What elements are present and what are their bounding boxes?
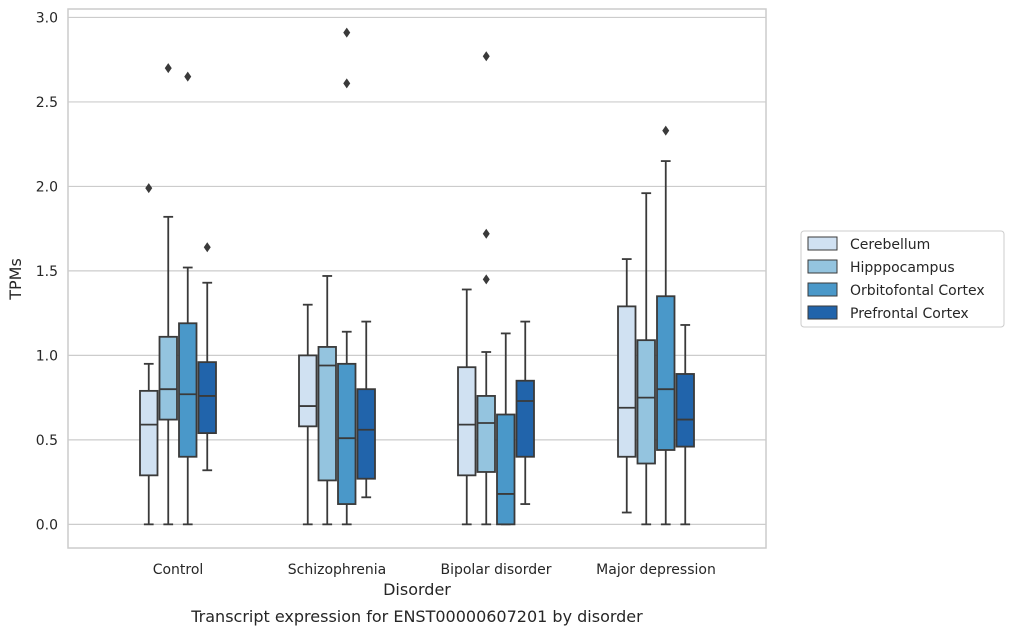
box-prefrontal-cortex-schizophrenia <box>356 320 376 499</box>
box-body <box>178 322 198 458</box>
box-body <box>317 346 337 482</box>
box-cerebellum-bipolar-disorder <box>457 288 477 526</box>
box-body <box>656 295 676 451</box>
outlier-point <box>482 274 490 285</box>
y-tick-label: 1.5 <box>36 264 58 280</box>
box-hipppocampus-control <box>158 63 178 526</box>
y-tick-label: 3.0 <box>36 10 58 26</box>
box-prefrontal-cortex-control <box>197 242 217 472</box>
x-tick-label: Bipolar disorder <box>440 562 551 578</box>
box-body <box>197 361 217 435</box>
x-tick-label: Schizophrenia <box>288 562 386 578</box>
box-body <box>298 354 318 428</box>
box-hipppocampus-bipolar-disorder <box>476 51 496 526</box>
box-prefrontal-cortex-major-depression <box>675 324 695 526</box>
box-prefrontal-cortex-bipolar-disorder <box>515 320 535 505</box>
box-body <box>476 395 496 473</box>
y-tick-label: 1.0 <box>36 348 58 364</box>
plot-frame <box>67 8 767 549</box>
box-body <box>636 339 656 465</box>
box-cerebellum-schizophrenia <box>298 303 318 526</box>
outlier-point <box>343 27 351 38</box>
outlier-point <box>184 71 192 82</box>
legend-label: Orbitofontal Cortex <box>850 283 985 299</box>
outlier-point <box>662 125 670 136</box>
y-tick-labels: 0.0 0.5 1.0 1.5 2.0 2.5 3.0 <box>36 10 58 533</box>
y-tick-label: 2.0 <box>36 179 58 195</box>
box-hipppocampus-major-depression <box>636 192 656 526</box>
legend-label: Cerebellum <box>850 237 930 253</box>
y-tick-label: 0.0 <box>36 517 58 533</box>
y-tick-label: 0.5 <box>36 433 58 449</box>
legend-swatch <box>807 305 838 320</box>
legend-swatch <box>807 282 838 297</box>
box-body <box>337 362 357 505</box>
legend-label: Prefrontal Cortex <box>850 306 969 322</box>
y-axis-label: TPMs <box>6 258 25 301</box>
legend-swatch <box>807 259 838 274</box>
box-body <box>457 366 477 477</box>
box-orbitofontal-cortex-schizophrenia <box>337 27 357 526</box>
legend-label: Hipppocampus <box>850 260 955 276</box>
y-tick-label: 2.5 <box>36 95 58 111</box>
box-cerebellum-control <box>139 183 159 526</box>
chart-caption: Transcript expression for ENST0000060720… <box>190 607 643 626</box>
x-tick-label: Major depression <box>596 562 716 578</box>
outlier-point <box>145 183 153 194</box>
box-orbitofontal-cortex-bipolar-disorder <box>496 332 516 526</box>
outlier-point <box>482 51 490 62</box>
box-cerebellum-major-depression <box>617 258 637 514</box>
x-tick-labels: Control Schizophrenia Bipolar disorder Majo… <box>153 562 716 578</box>
outlier-point <box>343 78 351 89</box>
outlier-point <box>482 228 490 239</box>
box-body <box>617 305 637 458</box>
box-body <box>158 335 178 421</box>
boxes <box>139 27 695 526</box>
x-axis-label: Disorder <box>383 580 451 599</box>
box-body <box>356 388 376 480</box>
legend: Cerebellum Hipppocampus Orbitofontal Corte… <box>800 230 1005 328</box>
box-hipppocampus-schizophrenia <box>317 275 337 526</box>
outlier-point <box>164 63 172 74</box>
box-body <box>139 389 159 477</box>
box-orbitofontal-cortex-control <box>178 71 198 526</box>
box-body <box>675 373 695 448</box>
box-orbitofontal-cortex-major-depression <box>656 125 676 526</box>
box-body <box>496 413 516 526</box>
x-tick-label: Control <box>153 562 204 578</box>
box-body <box>515 379 535 458</box>
legend-swatch <box>807 236 838 251</box>
outlier-point <box>203 242 211 253</box>
legend-frame <box>800 230 1005 328</box>
